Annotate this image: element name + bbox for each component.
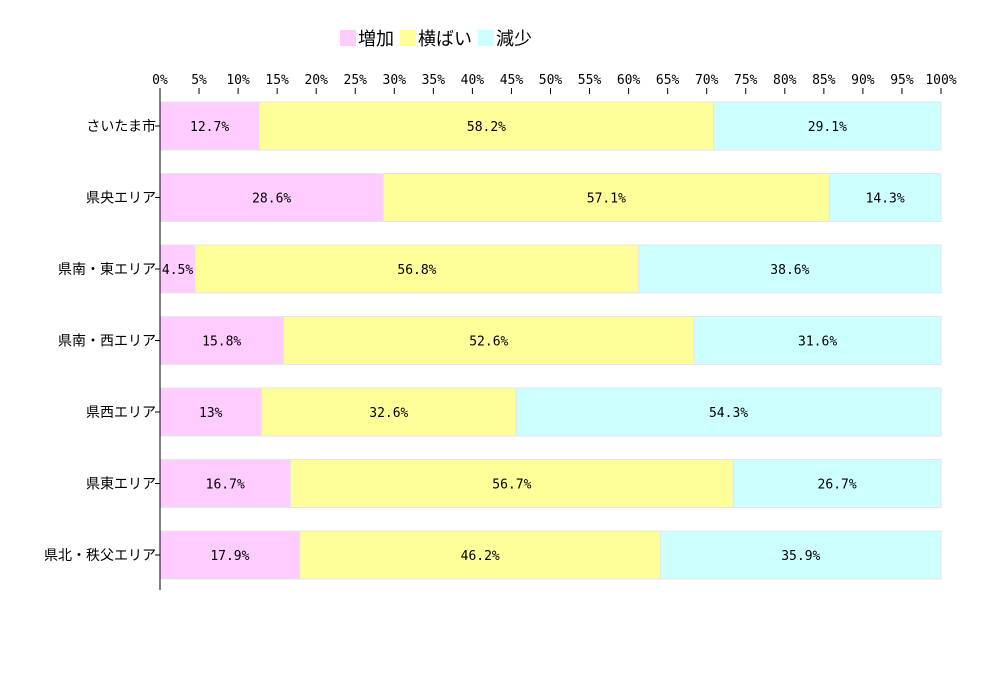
x-tick-label: 40% bbox=[461, 73, 485, 88]
x-tick-label: 20% bbox=[304, 73, 328, 88]
legend-label: 増加 bbox=[358, 29, 394, 50]
data-label: 56.8% bbox=[397, 263, 436, 278]
data-label: 58.2% bbox=[467, 120, 506, 135]
legend-swatch bbox=[478, 30, 494, 46]
data-label: 52.6% bbox=[469, 335, 508, 350]
bar-segment bbox=[159, 459, 291, 508]
bar-segment bbox=[194, 244, 640, 294]
bar-segment bbox=[299, 530, 662, 580]
legend: 増加 横ばい 減少 bbox=[340, 29, 532, 50]
bar-segment bbox=[713, 101, 942, 151]
bar-segment bbox=[828, 173, 942, 222]
bar-segment bbox=[261, 387, 517, 437]
x-tick-label: 95% bbox=[890, 73, 914, 88]
bar-segment bbox=[159, 387, 263, 437]
x-tick-label: 70% bbox=[695, 73, 719, 88]
category-label: 県北・秩父エリア bbox=[44, 548, 156, 564]
x-tick-label: 10% bbox=[226, 73, 250, 88]
category-label: 県南・東エリア bbox=[58, 262, 156, 278]
bar-segment bbox=[638, 244, 942, 294]
bar-segment bbox=[282, 316, 695, 365]
x-tick-label: 15% bbox=[265, 73, 289, 88]
bar-segment bbox=[289, 459, 734, 508]
category-label: 県南・西エリア bbox=[58, 334, 156, 350]
data-label: 28.6% bbox=[252, 192, 291, 207]
bar-segment bbox=[159, 173, 384, 222]
category-label: 県西エリア bbox=[86, 405, 156, 421]
x-tick-label: 85% bbox=[812, 73, 836, 88]
x-tick-label: 60% bbox=[617, 73, 641, 88]
x-tick-label: 0% bbox=[152, 73, 168, 88]
data-label: 32.6% bbox=[369, 406, 408, 421]
x-tick-label: 80% bbox=[773, 73, 797, 88]
data-label: 35.9% bbox=[781, 549, 820, 564]
data-label: 29.1% bbox=[808, 120, 847, 135]
x-tick-label: 55% bbox=[578, 73, 602, 88]
data-label: 38.6% bbox=[770, 263, 809, 278]
x-tick-label: 90% bbox=[851, 73, 875, 88]
data-label: 4.5% bbox=[162, 263, 193, 278]
x-tick-label: 5% bbox=[191, 73, 207, 88]
bar-segment bbox=[660, 530, 942, 580]
x-tick-label: 35% bbox=[422, 73, 446, 88]
category-label: 県東エリア bbox=[86, 477, 156, 493]
data-label: 14.3% bbox=[866, 192, 905, 207]
bars: 12.7% 58.2% 29.1% 28.6% 57.1% 14.3% 4.5% 56.8% 3… bbox=[159, 101, 942, 580]
legend-swatch bbox=[400, 30, 416, 46]
x-tick-label: 100% bbox=[925, 73, 956, 88]
data-label: 16.7% bbox=[206, 478, 245, 493]
x-axis-ticks: 0% 5% 10% 15% 20% 25% 30% 35% 40% 45% 50% 55% 60% 65%… bbox=[152, 73, 957, 94]
category-labels: さいたま市県央エリア県南・東エリア県南・西エリア県西エリア県東エリア県北・秩父エ… bbox=[44, 118, 160, 564]
x-tick-label: 25% bbox=[344, 73, 368, 88]
bar-segment bbox=[732, 459, 942, 508]
legend-label: 横ばい bbox=[418, 29, 472, 50]
data-label: 17.9% bbox=[210, 549, 249, 564]
x-tick-label: 45% bbox=[500, 73, 524, 88]
category-label: 県央エリア bbox=[86, 191, 156, 207]
x-tick-label: 75% bbox=[734, 73, 758, 88]
data-label: 15.8% bbox=[202, 335, 241, 350]
legend-swatch bbox=[340, 30, 356, 46]
x-tick-label: 30% bbox=[383, 73, 407, 88]
bar-segment bbox=[159, 316, 284, 365]
data-label: 26.7% bbox=[818, 478, 857, 493]
x-tick-label: 50% bbox=[539, 73, 563, 88]
data-label: 56.7% bbox=[492, 478, 531, 493]
data-label: 57.1% bbox=[587, 192, 626, 207]
data-label: 12.7% bbox=[190, 120, 229, 135]
data-label: 46.2% bbox=[461, 549, 500, 564]
data-label: 13% bbox=[199, 406, 223, 421]
data-label: 31.6% bbox=[798, 335, 837, 350]
bar-segment bbox=[159, 530, 301, 580]
x-tick-label: 65% bbox=[656, 73, 680, 88]
legend-label: 減少 bbox=[496, 29, 532, 50]
category-label: さいたま市 bbox=[86, 118, 156, 135]
bar-segment bbox=[515, 387, 942, 437]
data-label: 54.3% bbox=[709, 406, 748, 421]
bar-segment bbox=[382, 173, 830, 222]
bar-segment bbox=[693, 316, 942, 365]
